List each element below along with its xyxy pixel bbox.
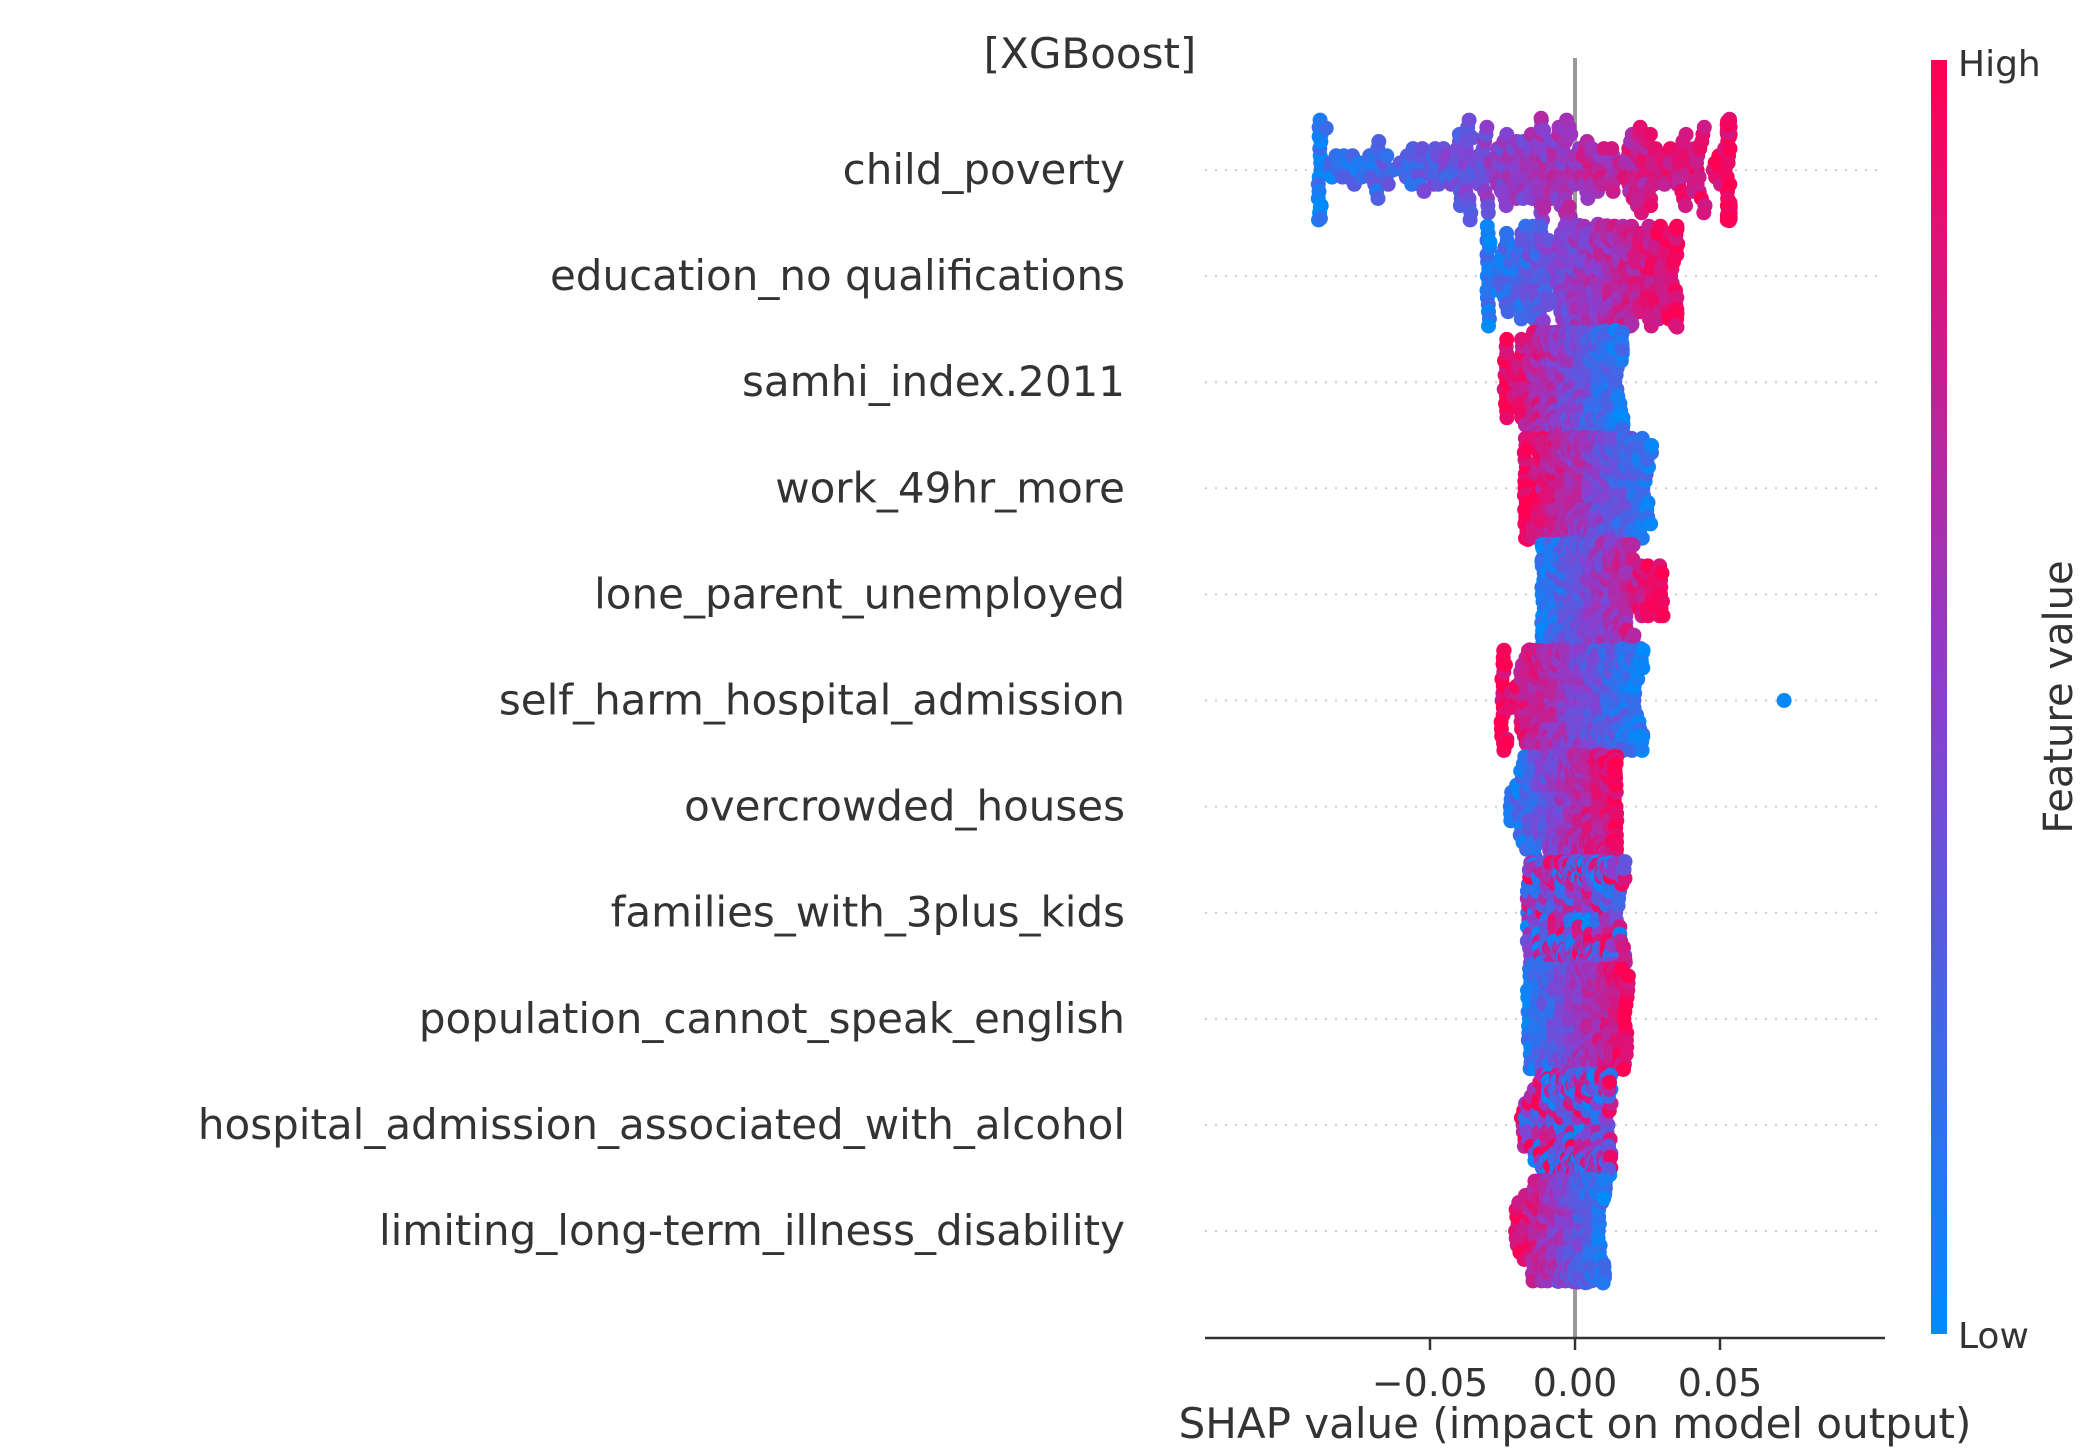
shap-dot [1721, 211, 1737, 227]
feature-label: work_49hr_more [775, 463, 1125, 512]
shap-dot [1464, 130, 1480, 146]
shap-dot [1595, 1275, 1611, 1291]
shap-dot [1608, 756, 1624, 771]
shap-dot [1370, 191, 1386, 206]
x-tick-label: −0.05 [1372, 1361, 1488, 1405]
shap-dot [1380, 176, 1396, 192]
shap-dot [1563, 126, 1579, 142]
shap-dot [1696, 119, 1712, 135]
shap-dot [1318, 120, 1334, 136]
shap-dot [1635, 660, 1651, 676]
shap-dot [1618, 1046, 1634, 1062]
shap-dot [1620, 968, 1636, 984]
shap-dot [1499, 225, 1514, 241]
shap-dot [1654, 565, 1670, 581]
feature-label: limiting_long-term_illness_disability [379, 1206, 1125, 1255]
shap-dot [1312, 210, 1328, 226]
shap-dot [1643, 198, 1659, 214]
shap-dot [1616, 939, 1631, 955]
x-axis-label: SHAP value (impact on model output) [1179, 1399, 1972, 1448]
feature-label: population_cannot_speak_english [419, 994, 1125, 1043]
shap-dot [1482, 234, 1498, 250]
chart-title: [XGBoost] [984, 29, 1197, 78]
shap-dot [1481, 318, 1496, 334]
shap-dot [1669, 221, 1685, 237]
colorbar-gradient [1931, 60, 1947, 1334]
shap-dot [1669, 319, 1685, 335]
shap-dot [1312, 200, 1328, 216]
shap-dot [1497, 657, 1513, 673]
feature-label: child_poverty [843, 145, 1125, 194]
x-tick-label: 0.05 [1678, 1361, 1763, 1405]
shap-dot [1776, 693, 1792, 708]
shap-dot [1646, 176, 1662, 192]
shap-dot [1499, 331, 1515, 347]
feature-label: families_with_3plus_kids [611, 888, 1125, 937]
shap-dot [1608, 836, 1624, 852]
shap-dot [1614, 342, 1630, 358]
feature-label: samhi_index.2011 [742, 357, 1125, 406]
shap-dot [1644, 438, 1660, 453]
feature-rows: child_poverty education_no qualifications… [198, 145, 1885, 1255]
shap-dot [1678, 126, 1694, 142]
shap-dot [1379, 148, 1395, 164]
feature-label: lone_parent_unemployed [594, 569, 1125, 618]
shap-dot [1561, 199, 1577, 214]
shap-dot [1603, 1149, 1619, 1165]
shap-dot [1595, 1172, 1611, 1188]
x-axis: −0.05 0.00 0.05 [1205, 1336, 1885, 1405]
shap-dot [1604, 141, 1620, 157]
shap-dot [1616, 1061, 1631, 1077]
shap-dot [1499, 410, 1515, 426]
shap-dot [1635, 642, 1651, 658]
shap-dot [1371, 134, 1387, 149]
shap-dot [1605, 183, 1621, 199]
feature-label: education_no qualifications [550, 251, 1125, 300]
beeswarm-dots [1310, 110, 1792, 1291]
shap-dot [1536, 122, 1552, 138]
shap-dot [1533, 218, 1549, 234]
shap-dot [1625, 537, 1641, 553]
colorbar-title: Feature value [2036, 560, 2082, 833]
shap-dot [1533, 110, 1549, 126]
shap-dot [1596, 1190, 1612, 1206]
shap-dot [1496, 642, 1512, 658]
shap-dot [1461, 112, 1477, 128]
shap-dot [1499, 735, 1515, 751]
shap-dot [1616, 860, 1632, 876]
shap-dot [1643, 516, 1659, 532]
shap-dot [1414, 141, 1430, 157]
colorbar-low-label: Low [1958, 1316, 2029, 1357]
shap-dot [1642, 126, 1658, 142]
shap-dot [1462, 212, 1478, 228]
shap-dot [1719, 117, 1735, 133]
shap-dot [1601, 1074, 1617, 1090]
shap-dot [1535, 313, 1551, 329]
colorbar-high-label: High [1958, 44, 2041, 85]
shap-dot [1655, 608, 1671, 624]
x-tick-label: 0.00 [1533, 1361, 1618, 1405]
shap-dot [1480, 205, 1496, 221]
shap-dot [1596, 1257, 1612, 1273]
colorbar: High Low Feature value [1931, 44, 2082, 1357]
feature-label: hospital_admission_associated_with_alcoh… [198, 1100, 1125, 1149]
shap-dot [1626, 627, 1642, 643]
shap-dot [1479, 218, 1495, 234]
shap-dot [1633, 729, 1649, 744]
shap-dot [1669, 305, 1685, 321]
feature-label: self_harm_hospital_admission [499, 676, 1125, 725]
shap-dot [1678, 198, 1693, 214]
shap-dot [1696, 205, 1712, 221]
shap-dot [1479, 119, 1495, 135]
feature-label: overcrowded_houses [684, 782, 1125, 831]
shap-dot [1500, 304, 1516, 320]
